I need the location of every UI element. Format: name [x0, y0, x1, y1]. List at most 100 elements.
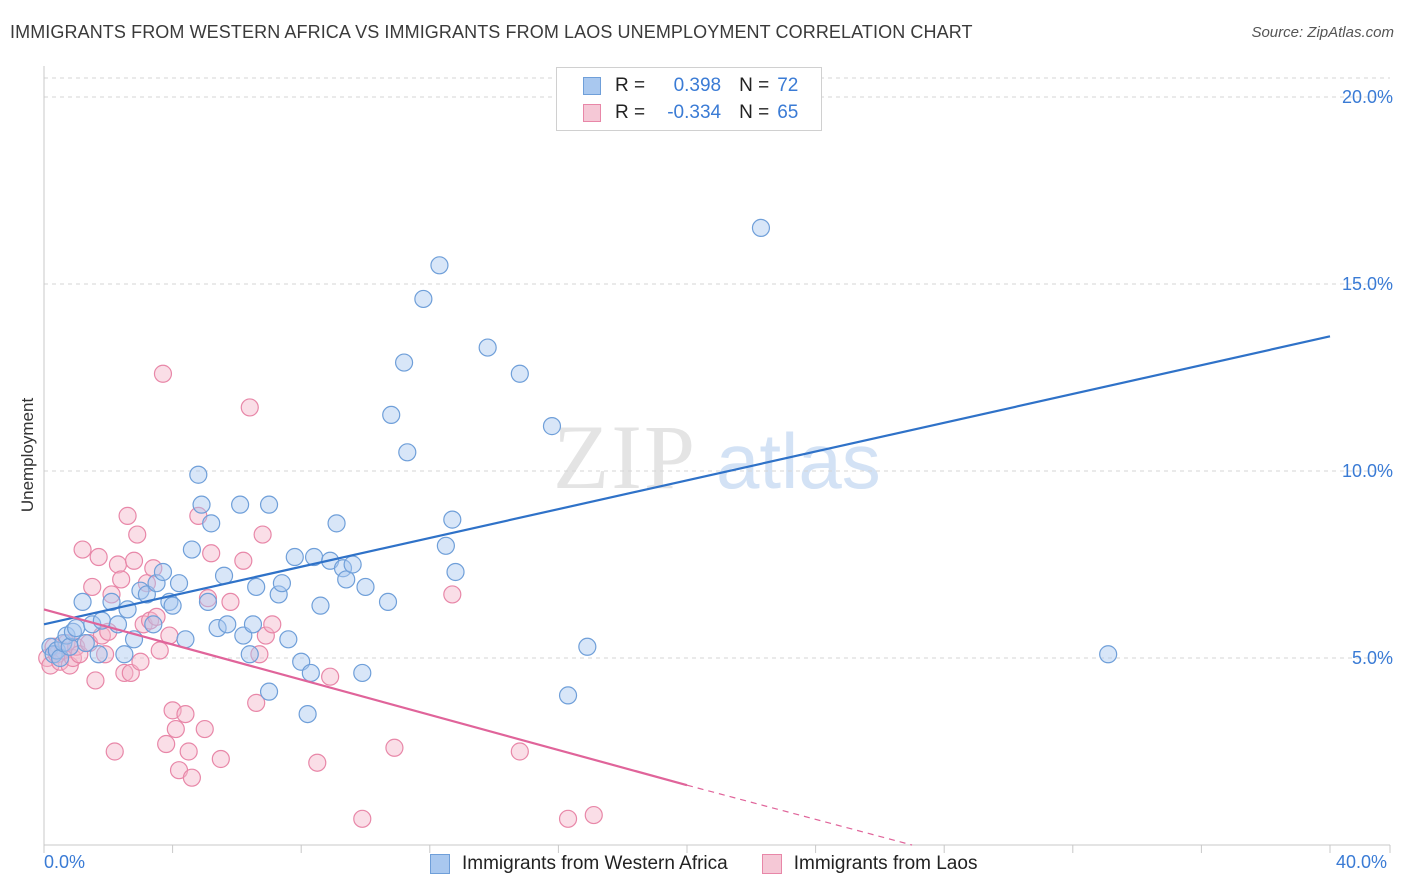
western-africa-point [436, 536, 455, 555]
western-africa-point [198, 592, 218, 612]
laos-point [144, 559, 163, 578]
laos-point [89, 547, 108, 567]
laos-point [83, 577, 102, 597]
laos-point [385, 738, 404, 757]
laos-point [153, 364, 173, 383]
western-africa-point [378, 592, 398, 612]
laos-point [256, 626, 275, 645]
laos-point [41, 656, 60, 675]
western-africa-point [343, 555, 362, 574]
laos-point [240, 398, 259, 417]
western-africa-point [510, 364, 529, 383]
western-africa-point [169, 574, 189, 593]
laos-trendline-extension [686, 784, 913, 846]
western-africa-point [259, 495, 279, 514]
western-africa-point [67, 618, 86, 638]
western-africa-point [311, 596, 330, 615]
laos-point [95, 645, 115, 664]
x-tick-max: 40.0% [1336, 852, 1388, 872]
western-africa-point [542, 417, 562, 436]
pink-swatch [761, 854, 782, 874]
western-africa-point [285, 547, 304, 567]
n-value: 72 [777, 75, 799, 96]
western-africa-point [182, 540, 201, 559]
western-africa-point [153, 562, 173, 582]
laos-point [584, 805, 603, 825]
western-africa-point [189, 465, 208, 484]
chart-title: IMMIGRANTS FROM WESTERN AFRICA VS IMMIGR… [10, 22, 973, 42]
y-tick-label: 20.0% [1342, 87, 1393, 107]
western-africa-trendline [43, 335, 1331, 626]
western-africa-point [333, 559, 353, 578]
laos-point [108, 555, 128, 574]
western-africa-point [394, 353, 414, 372]
western-africa-point [301, 663, 320, 683]
y-tick-label: 5.0% [1352, 648, 1393, 668]
western-africa-point [259, 682, 279, 701]
laos-point [202, 544, 221, 563]
blue-swatch [430, 854, 450, 874]
western-africa-point [243, 615, 263, 634]
watermark-zip: ZIP [553, 406, 697, 508]
laos-point [118, 506, 137, 525]
western-africa-point [76, 633, 95, 653]
laos-point [128, 525, 147, 544]
laos-point [253, 525, 272, 544]
western-africa-point [144, 615, 163, 634]
western-africa-point [446, 562, 465, 582]
r-value: -0.334 [667, 102, 722, 123]
western-africa-point [240, 645, 259, 664]
western-africa-point [202, 514, 221, 533]
western-africa-point [578, 637, 597, 656]
laos-point [131, 652, 150, 671]
laos-point [115, 663, 134, 683]
legend-item-western-africa: Immigrants from Western Africa [430, 853, 728, 875]
series-name: Immigrants from Western Africa [462, 853, 728, 874]
western-africa-point [247, 577, 266, 597]
laos-point [150, 641, 169, 660]
western-africa-point [478, 338, 497, 357]
western-africa-point [231, 495, 250, 514]
western-africa-point [163, 596, 182, 615]
series-name: Immigrants from Laos [793, 853, 978, 874]
western-africa-point [327, 514, 346, 533]
watermark-atlas: atlas [716, 417, 881, 505]
y-tick-label: 10.0% [1342, 461, 1393, 481]
legend-row-laos: R = -0.334 N = 65 [583, 101, 798, 125]
western-africa-point [443, 510, 462, 529]
laos-point [73, 540, 92, 559]
blue-swatch [583, 77, 601, 95]
laos-point [176, 704, 195, 724]
western-africa-point [218, 615, 237, 634]
laos-point [112, 570, 131, 589]
laos-point [124, 551, 144, 570]
series-legend: Immigrants from Western Africa Immigrant… [430, 852, 1011, 876]
western-africa-point [208, 618, 227, 638]
western-africa-point [382, 405, 401, 424]
western-africa-point [356, 577, 375, 597]
western-africa-point [272, 574, 292, 593]
western-africa-point [751, 218, 771, 237]
source-label: Source: ZipAtlas.com [1251, 24, 1394, 41]
r-value: 0.398 [673, 75, 722, 96]
laos-point [234, 551, 253, 570]
laos-point [443, 585, 462, 604]
western-africa-point [115, 645, 134, 664]
laos-point [308, 753, 327, 772]
laos-point [179, 742, 198, 761]
laos-point [321, 667, 340, 686]
laos-trendline [43, 608, 688, 787]
laos-point [353, 809, 372, 828]
western-africa-point [558, 686, 578, 705]
western-africa-point [73, 592, 92, 612]
r-label: R = [615, 102, 646, 123]
laos-point [182, 768, 201, 787]
western-africa-point [147, 574, 166, 593]
y-axis-label: Unemployment [18, 397, 37, 513]
western-africa-point [353, 663, 372, 683]
western-africa-point [337, 570, 356, 589]
western-africa-point [176, 630, 195, 649]
laos-point [157, 734, 176, 754]
legend-item-laos: Immigrants from Laos [761, 853, 978, 875]
